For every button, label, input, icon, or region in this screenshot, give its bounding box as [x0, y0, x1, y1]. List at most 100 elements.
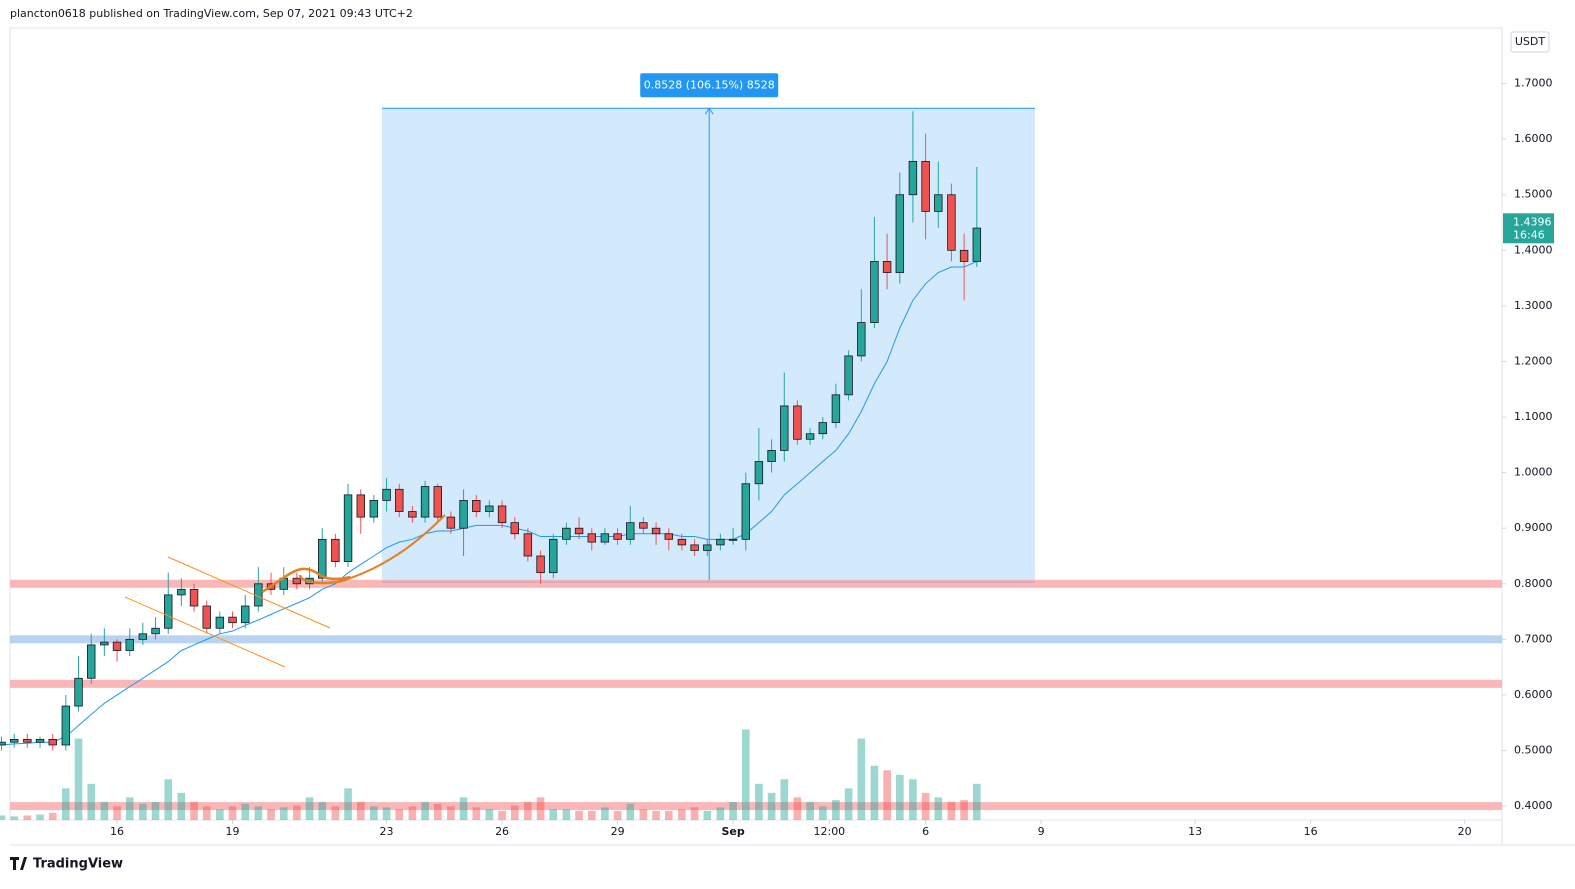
volume-bar — [934, 797, 943, 820]
candle-body — [639, 522, 648, 529]
currency: USDT — [1515, 35, 1546, 48]
candle-body — [523, 533, 533, 557]
volume-bar — [74, 738, 83, 820]
countdown: 16:46 — [1513, 228, 1545, 241]
volume-bar — [382, 807, 391, 820]
candle-body — [112, 641, 122, 651]
volume-bar — [151, 801, 160, 820]
volume-bar — [113, 806, 121, 820]
y-tick-label: 0.4000 — [1514, 799, 1553, 812]
volume-bar — [664, 810, 673, 820]
volume-bar — [485, 809, 494, 820]
x-tick-label: 26 — [495, 825, 509, 838]
candle-body — [0, 741, 6, 746]
candle-body — [600, 533, 610, 543]
volume-bar — [780, 779, 789, 820]
volume-bar — [716, 807, 725, 820]
volume-bar — [254, 806, 263, 820]
y-tick-label: 0.5000 — [1514, 744, 1553, 757]
candle-body — [189, 588, 199, 607]
hand-drawn-curve — [344, 514, 446, 581]
zone — [10, 802, 1502, 811]
volume-bar — [10, 816, 19, 820]
candle-body — [446, 516, 456, 529]
candle-body — [818, 422, 828, 435]
candle-body — [408, 511, 417, 518]
candle-body — [716, 538, 725, 546]
trend-line — [167, 556, 331, 629]
y-tick-label: 1.7000 — [1514, 77, 1553, 90]
volume-bar — [844, 788, 853, 820]
volume-bar — [87, 783, 96, 820]
x-tick-label: 19 — [226, 825, 240, 838]
candle-body — [754, 461, 764, 485]
volume-bar — [703, 810, 712, 820]
x-tick-label: 20 — [1458, 825, 1472, 838]
volume-bar — [202, 806, 211, 820]
candle-body — [138, 633, 148, 640]
zone — [10, 579, 1502, 588]
candle-body — [228, 616, 237, 624]
logo — [10, 857, 27, 870]
volume-bar — [36, 814, 44, 820]
volume-bar — [652, 810, 660, 820]
candle-body — [767, 449, 776, 462]
y-tick-label: 0.9000 — [1514, 521, 1553, 534]
candle-body — [177, 588, 186, 596]
candle-body — [844, 355, 853, 396]
volume-bar — [48, 812, 57, 820]
volume-bar — [973, 783, 981, 820]
candle-body — [587, 533, 596, 543]
x-tick-label: 9 — [1038, 825, 1045, 838]
volume-bar — [832, 800, 840, 820]
volume-bar — [395, 809, 404, 820]
volume-bar — [498, 810, 506, 820]
measure-label: 0.8528 (106.15%) 8528 — [644, 78, 775, 91]
x-tick-label: 23 — [380, 825, 394, 838]
candle-body — [651, 527, 661, 535]
y-tick-label: 1.4000 — [1514, 243, 1553, 256]
candle-body — [459, 500, 468, 529]
y-tick-label: 1.6000 — [1514, 132, 1553, 145]
candle-body — [677, 538, 687, 546]
zone — [10, 679, 1502, 688]
trend-line — [124, 596, 286, 668]
volume-bar — [895, 774, 904, 820]
volume-bar — [678, 809, 686, 820]
candle-body — [318, 538, 327, 579]
candle-body — [164, 594, 173, 629]
candle-body — [61, 705, 71, 746]
footer-logo — [10, 857, 27, 870]
volume-bar — [960, 800, 968, 820]
candle-body — [947, 194, 956, 251]
currency-box — [1510, 31, 1550, 53]
y-tick-label: 1.2000 — [1514, 354, 1553, 367]
candle-body — [831, 394, 841, 424]
candle-body — [780, 405, 789, 451]
candle-body — [10, 739, 19, 743]
x-tick-label: 16 — [1304, 825, 1318, 838]
candle-body — [48, 739, 57, 746]
volume-bar — [806, 801, 814, 820]
volume-bar — [190, 801, 198, 820]
layers: 0.8528 (106.15%) 8528 — [0, 73, 1502, 820]
candle-body — [536, 555, 545, 574]
y-tick-label: 1.5000 — [1514, 188, 1553, 201]
volume-bar — [793, 797, 802, 820]
x-tick-label: 12:00 — [813, 825, 845, 838]
brand: TradingView — [33, 857, 123, 872]
volume-bar — [755, 783, 763, 820]
last-price-bg — [1503, 213, 1554, 244]
candle-body — [664, 533, 674, 540]
volume-bar — [921, 792, 930, 820]
y-tick-label: 0.7000 — [1514, 632, 1553, 645]
candle-body — [125, 638, 134, 651]
volume-bar — [947, 801, 956, 820]
candle-body — [690, 544, 699, 551]
zone — [10, 635, 1502, 644]
volume-bar — [909, 779, 917, 820]
volume-bar — [100, 801, 109, 820]
candle-body — [87, 644, 96, 679]
y-tick-label: 1.0000 — [1514, 466, 1553, 479]
